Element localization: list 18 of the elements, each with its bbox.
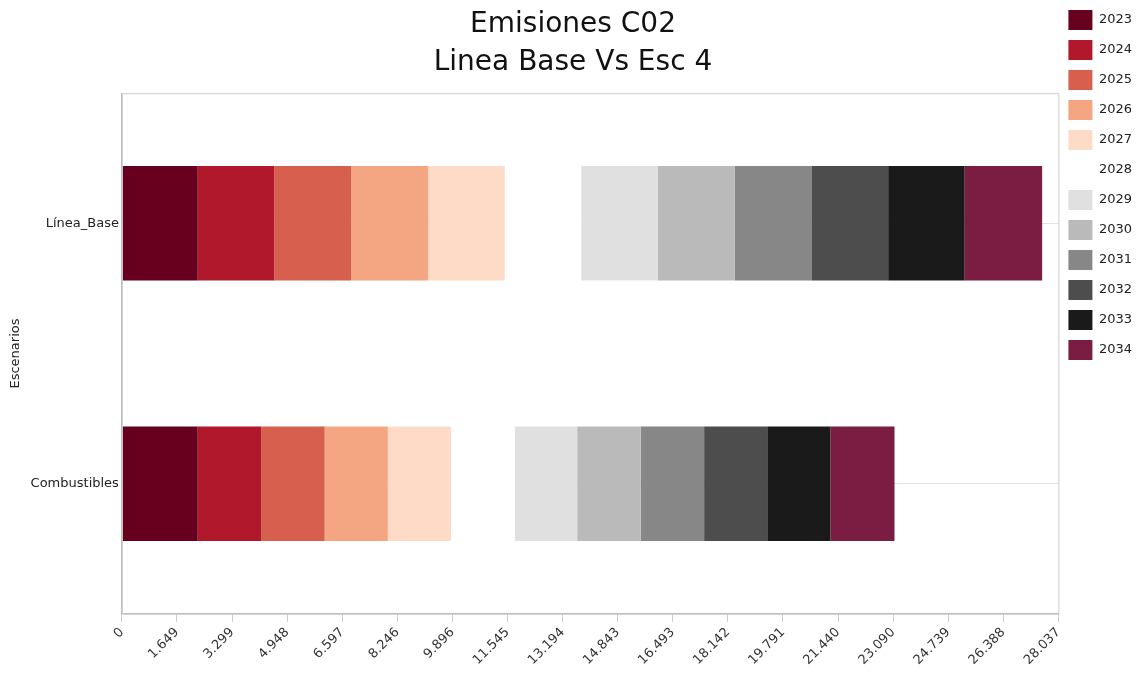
chart-subtitle: Linea Base Vs Esc 4 [433, 43, 713, 77]
legend-label: 2023 [1098, 11, 1133, 27]
legend-label: 2025 [1098, 71, 1133, 87]
legend-label: 2034 [1098, 341, 1133, 357]
y-tick-label: Línea_Base [45, 214, 119, 230]
chart-title: Emisiones C02 [470, 6, 676, 40]
y-tick-label: Combustibles [30, 475, 120, 491]
x-tick-label: 0 [109, 624, 127, 641]
legend-label: 2031 [1098, 251, 1133, 267]
legend-label: 2030 [1098, 221, 1133, 237]
text: 2028 [1098, 161, 1133, 177]
legend-label: 2033 [1098, 311, 1133, 327]
y-axis-title: Escenarios [7, 318, 23, 389]
legend-label: 2027 [1098, 131, 1133, 147]
legend-label: 2029 [1098, 191, 1133, 207]
legend-label: 2032 [1098, 281, 1133, 297]
legend-label: 2026 [1098, 101, 1133, 117]
legend-label: 2024 [1098, 41, 1133, 57]
